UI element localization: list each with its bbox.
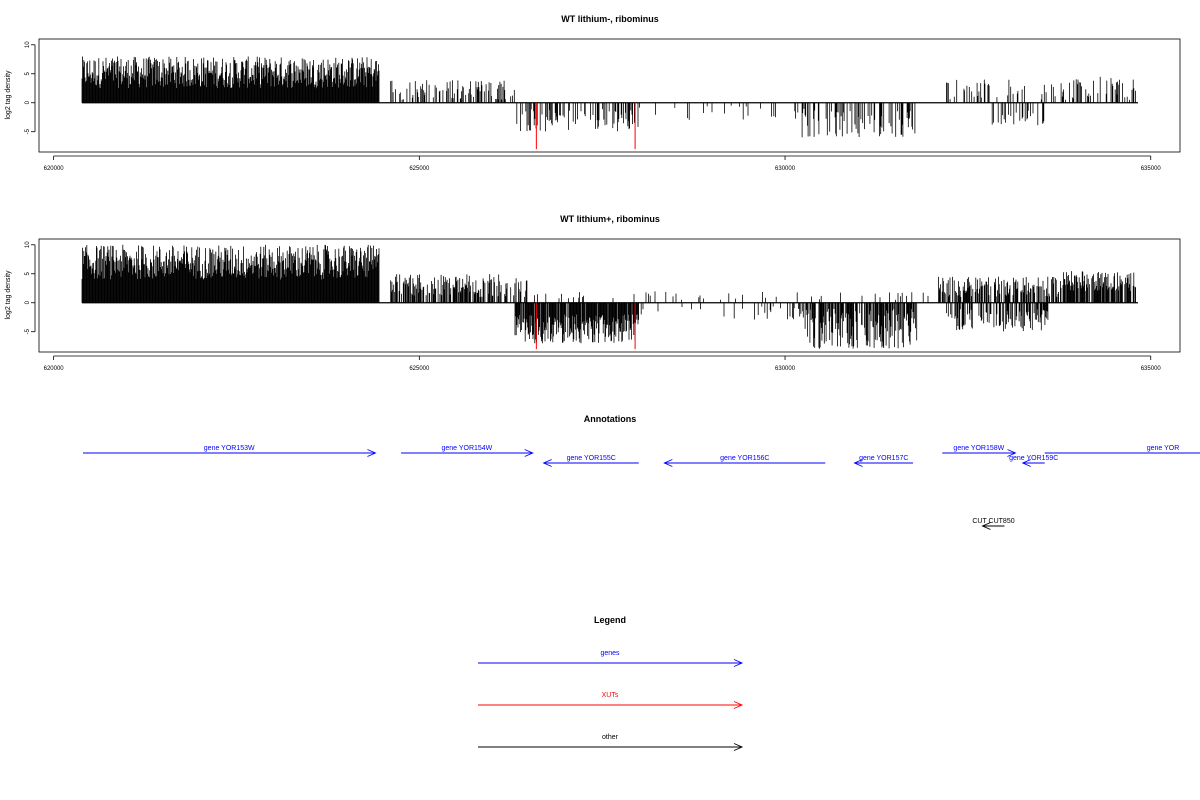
feature-arrow-head: [1021, 459, 1031, 467]
feature-label: gene YOR: [1147, 445, 1180, 452]
feature-label: gene YOR159C: [1009, 455, 1058, 462]
legend-label: other: [602, 734, 619, 741]
panel-title: WT lithium+, ribominus: [560, 214, 660, 224]
legend: Legend genes XUTs other: [478, 615, 744, 751]
annotation-features: gene YOR153W gene YOR154W gene YOR155C gene…: [83, 445, 1200, 530]
plot-frame: [38, 38, 1181, 153]
feature-label: CUT CUT850: [972, 518, 1014, 525]
coverage-panel-lithium-plus: WT lithium+, ribominus log2 tag density …: [5, 214, 1181, 372]
x-tick-label: 625000: [409, 366, 430, 372]
legend-entries: genes XUTs other: [478, 650, 744, 751]
legend-arrow-head: [733, 659, 744, 667]
feature-label: gene YOR158W: [953, 445, 1004, 452]
x-tick-label: 635000: [1141, 366, 1162, 372]
annotation-feature: CUT CUT850: [972, 518, 1015, 530]
annotation-track: Annotations gene YOR153W gene YOR154Wgene…: [83, 414, 1200, 530]
annotation-feature: gene YOR155C: [542, 455, 639, 467]
x-axis: 620000 625000 630000 635000: [44, 155, 1162, 172]
y-axis: 10 5 0 -5: [25, 241, 36, 334]
feature-label: gene YOR157C: [859, 455, 908, 462]
y-tick-label: 5: [25, 271, 31, 275]
x-tick-label: 625000: [409, 166, 430, 172]
y-tick-label: -5: [25, 328, 31, 334]
coverage-bars: [81, 56, 1138, 150]
y-axis-label: log2 tag density: [5, 270, 12, 320]
feature-arrow-head: [663, 459, 673, 467]
feature-label: gene YOR153W: [204, 445, 255, 452]
y-tick-label: 0: [25, 100, 31, 104]
annotation-feature: gene YOR157C: [853, 455, 914, 467]
feature-arrow-head: [981, 522, 991, 530]
feature-arrow-head: [853, 459, 863, 467]
annotation-feature: gene YOR158W: [942, 445, 1017, 457]
y-tick-label: 10: [25, 41, 31, 48]
feature-label: gene YOR156C: [720, 455, 769, 462]
x-tick-label: 635000: [1141, 166, 1162, 172]
feature-arrow-head: [1007, 449, 1017, 457]
annotation-feature: gene YOR: [1044, 445, 1200, 454]
coverage-panel-lithium-minus: WT lithium-, ribominus log2 tag density …: [5, 14, 1181, 172]
legend-entry: XUTs: [478, 692, 744, 709]
legend-label: XUTs: [602, 692, 619, 699]
x-tick-label: 630000: [775, 366, 796, 372]
y-axis-label: log2 tag density: [5, 70, 12, 120]
legend-label: genes: [600, 650, 620, 657]
annotation-feature: gene YOR153W: [83, 445, 377, 457]
annotation-feature: gene YOR156C: [663, 455, 826, 467]
annotation-feature: gene YOR154W: [401, 445, 534, 457]
x-axis: 620000 625000 630000 635000: [44, 355, 1162, 372]
y-tick-label: 10: [25, 241, 31, 248]
feature-label: gene YOR155C: [567, 455, 616, 462]
x-tick-label: 620000: [44, 366, 65, 372]
legend-title: Legend: [594, 615, 626, 625]
legend-arrow-head: [733, 701, 744, 709]
legend-entry: other: [478, 734, 744, 751]
legend-arrow-head: [733, 743, 744, 751]
coverage-bars: [81, 244, 1138, 350]
annotations-title: Annotations: [584, 414, 637, 424]
legend-entry: genes: [478, 650, 744, 667]
y-axis: 10 5 0 -5: [25, 41, 36, 134]
y-tick-label: 0: [25, 300, 31, 304]
annotation-feature: gene YOR159C: [1009, 455, 1058, 467]
panel-title: WT lithium-, ribominus: [561, 14, 659, 24]
feature-arrow-head: [524, 449, 534, 457]
feature-arrow-head: [367, 449, 377, 457]
x-tick-label: 630000: [775, 166, 796, 172]
plot-frame: [38, 238, 1181, 353]
feature-label: gene YOR154W: [441, 445, 492, 452]
y-tick-label: 5: [25, 71, 31, 75]
x-tick-label: 620000: [44, 166, 65, 172]
y-tick-label: -5: [25, 128, 31, 134]
feature-arrow-head: [542, 459, 552, 467]
